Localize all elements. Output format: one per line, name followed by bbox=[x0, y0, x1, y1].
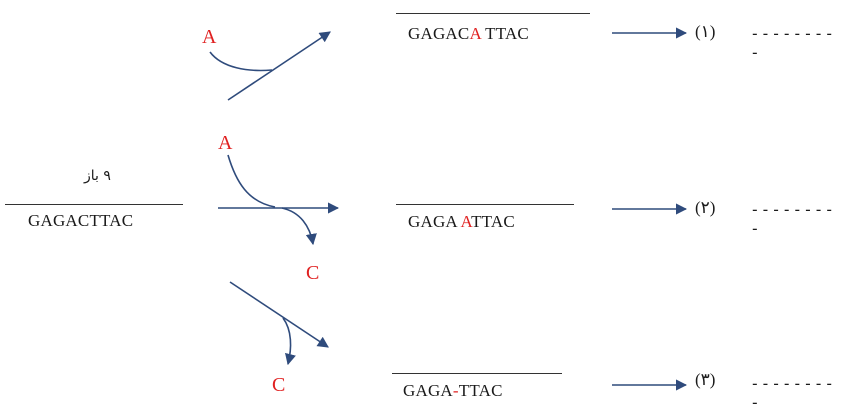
row1-dashes: --------- bbox=[750, 24, 836, 62]
row2-number: (۲) bbox=[695, 198, 716, 217]
row1-seq-after: TTAC bbox=[481, 24, 529, 43]
row3-overline bbox=[392, 373, 562, 374]
row3-seq-mark: - bbox=[452, 381, 459, 400]
row1-overline bbox=[396, 13, 590, 14]
row1-seq-mark: A bbox=[469, 24, 481, 43]
row3-seq-before: GAGA bbox=[403, 381, 453, 400]
row1-seq-before: GAGAC bbox=[408, 24, 470, 43]
row2-inserted-base: A bbox=[218, 132, 233, 154]
row2-removed-base: C bbox=[306, 262, 320, 284]
row2-remove-curve bbox=[281, 207, 317, 246]
row2-overline bbox=[396, 204, 574, 205]
row1-result-sequence: GAGACA TTAC bbox=[408, 24, 529, 44]
row2-seq-before: GAGA bbox=[408, 212, 461, 231]
row3-removed-base: C bbox=[272, 374, 286, 396]
row3-dashes: --------- bbox=[750, 374, 836, 412]
row2-insert-curve bbox=[227, 154, 276, 208]
row2-result-sequence: GAGA ATTAC bbox=[408, 212, 515, 232]
row3-number: (۳) bbox=[695, 370, 716, 389]
row2-seq-mark: A bbox=[460, 212, 472, 231]
source-overline bbox=[5, 204, 183, 205]
row1-inserted-base: A bbox=[202, 26, 217, 48]
row1-insert-curve bbox=[209, 51, 273, 72]
row3-result-sequence: GAGA-TTAC bbox=[403, 381, 503, 401]
row3-main-arrow bbox=[229, 281, 329, 348]
row2-dashes: --------- bbox=[750, 200, 836, 238]
row1-number: (۱) bbox=[695, 22, 716, 41]
row1-main-arrow bbox=[227, 31, 331, 101]
row3-seq-after: TTAC bbox=[458, 381, 503, 400]
row3-remove-curve bbox=[282, 317, 296, 366]
source-sequence: GAGACTTAC bbox=[28, 211, 134, 230]
source-label: ۹ باز bbox=[84, 168, 111, 184]
row2-seq-after: TTAC bbox=[471, 212, 515, 231]
